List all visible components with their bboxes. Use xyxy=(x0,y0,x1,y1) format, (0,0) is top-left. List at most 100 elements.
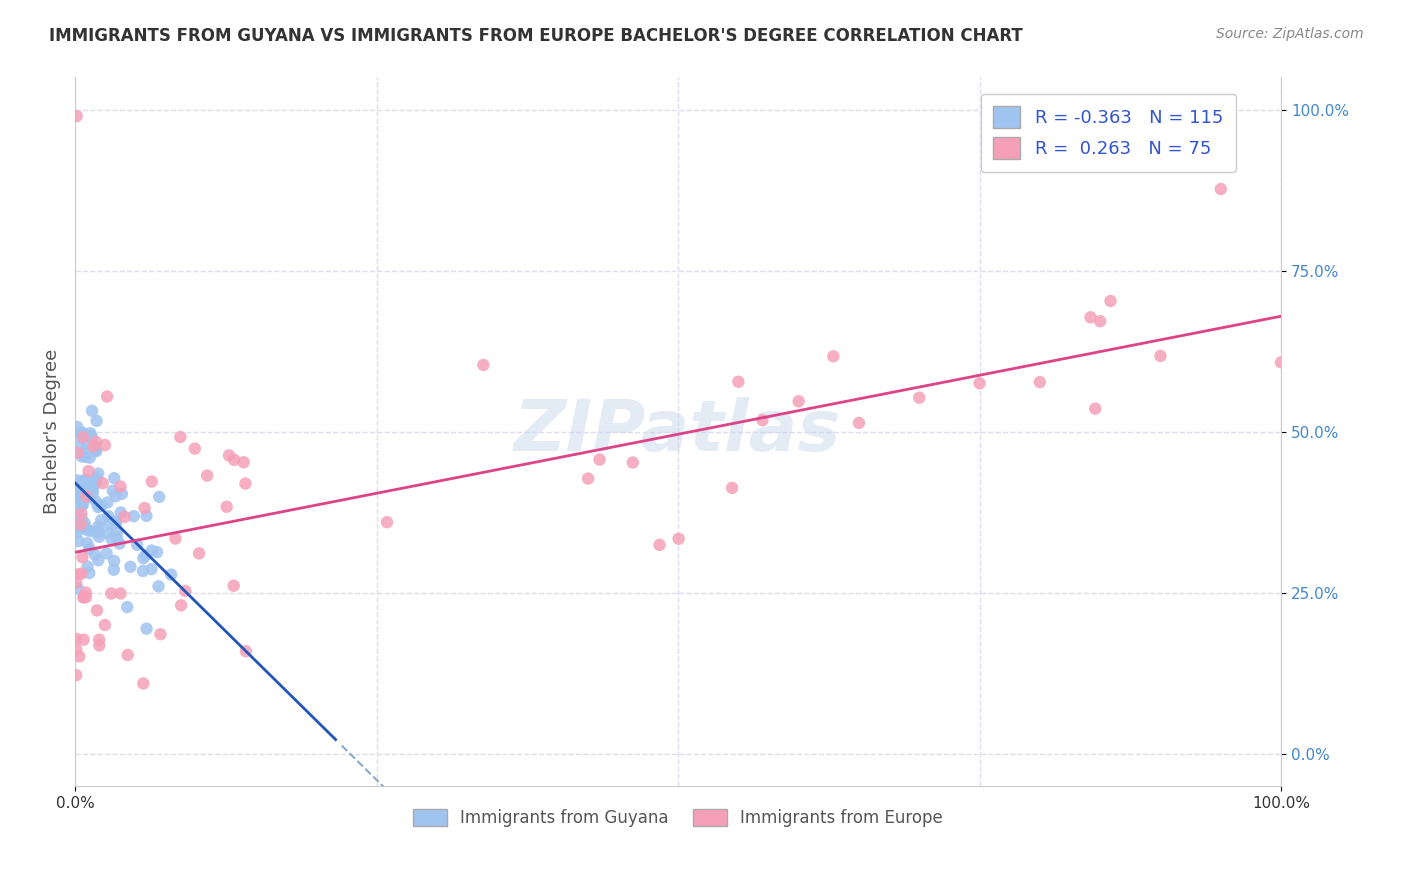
Point xyxy=(69,441,91,455)
Point xyxy=(141,543,163,558)
Point xyxy=(668,532,690,546)
Point xyxy=(70,494,93,508)
Point xyxy=(97,509,120,524)
Point xyxy=(77,429,100,443)
Point xyxy=(134,549,156,563)
Point xyxy=(787,394,810,409)
Point xyxy=(82,524,104,539)
Point xyxy=(110,586,132,600)
Point xyxy=(80,485,103,500)
Point xyxy=(969,376,991,391)
Point xyxy=(132,564,155,578)
Point xyxy=(105,524,128,539)
Point xyxy=(65,512,87,526)
Point xyxy=(375,515,398,529)
Point xyxy=(1080,310,1102,325)
Point xyxy=(75,444,97,458)
Point xyxy=(84,434,107,449)
Point xyxy=(215,500,238,514)
Point xyxy=(169,430,191,444)
Point xyxy=(94,618,117,632)
Point xyxy=(66,582,89,596)
Point xyxy=(111,487,134,501)
Point xyxy=(66,505,89,519)
Point xyxy=(87,525,110,540)
Point xyxy=(66,490,89,504)
Point xyxy=(67,534,90,549)
Point xyxy=(89,499,111,513)
Point xyxy=(82,481,104,495)
Point xyxy=(105,531,128,545)
Point xyxy=(648,538,671,552)
Point xyxy=(84,548,107,562)
Point xyxy=(79,490,101,504)
Legend: Immigrants from Guyana, Immigrants from Europe: Immigrants from Guyana, Immigrants from … xyxy=(406,803,949,834)
Point xyxy=(86,603,108,617)
Point xyxy=(170,599,193,613)
Point xyxy=(132,676,155,690)
Point xyxy=(67,487,90,501)
Point xyxy=(73,474,96,488)
Point xyxy=(66,446,89,460)
Point xyxy=(235,644,257,658)
Point xyxy=(134,501,156,516)
Point xyxy=(823,349,845,363)
Point xyxy=(141,475,163,489)
Point xyxy=(65,477,87,491)
Point xyxy=(146,545,169,559)
Point xyxy=(87,519,110,533)
Point xyxy=(76,536,98,550)
Point xyxy=(184,442,207,456)
Point xyxy=(69,485,91,500)
Point xyxy=(87,500,110,514)
Point xyxy=(222,579,245,593)
Point xyxy=(1149,349,1171,363)
Point xyxy=(135,622,157,636)
Point xyxy=(165,532,187,546)
Point xyxy=(84,475,107,490)
Point xyxy=(160,567,183,582)
Point xyxy=(84,439,107,453)
Point xyxy=(87,553,110,567)
Point xyxy=(195,468,218,483)
Point xyxy=(75,473,97,487)
Point xyxy=(908,391,931,405)
Point xyxy=(848,416,870,430)
Point xyxy=(82,439,104,453)
Point xyxy=(127,538,149,552)
Point xyxy=(235,476,257,491)
Point xyxy=(80,476,103,491)
Point xyxy=(87,524,110,538)
Point xyxy=(149,627,172,641)
Point xyxy=(72,425,94,440)
Point xyxy=(66,109,89,123)
Point xyxy=(69,517,91,532)
Point xyxy=(1270,355,1292,369)
Point xyxy=(65,576,87,591)
Point xyxy=(79,426,101,441)
Point xyxy=(65,632,87,646)
Point xyxy=(72,632,94,647)
Y-axis label: Bachelor's Degree: Bachelor's Degree xyxy=(44,349,60,515)
Point xyxy=(120,559,142,574)
Point xyxy=(103,471,125,485)
Point xyxy=(100,586,122,600)
Point xyxy=(89,639,111,653)
Point xyxy=(105,516,128,530)
Point xyxy=(65,526,87,541)
Point xyxy=(66,474,89,488)
Point xyxy=(73,473,96,487)
Point xyxy=(77,464,100,478)
Point xyxy=(90,513,112,527)
Point xyxy=(87,467,110,481)
Point xyxy=(67,649,90,664)
Point xyxy=(94,438,117,452)
Point xyxy=(77,566,100,580)
Point xyxy=(141,562,163,576)
Point xyxy=(67,567,90,582)
Point xyxy=(73,490,96,504)
Point xyxy=(76,483,98,498)
Point xyxy=(100,532,122,546)
Point xyxy=(65,521,87,535)
Point xyxy=(621,456,644,470)
